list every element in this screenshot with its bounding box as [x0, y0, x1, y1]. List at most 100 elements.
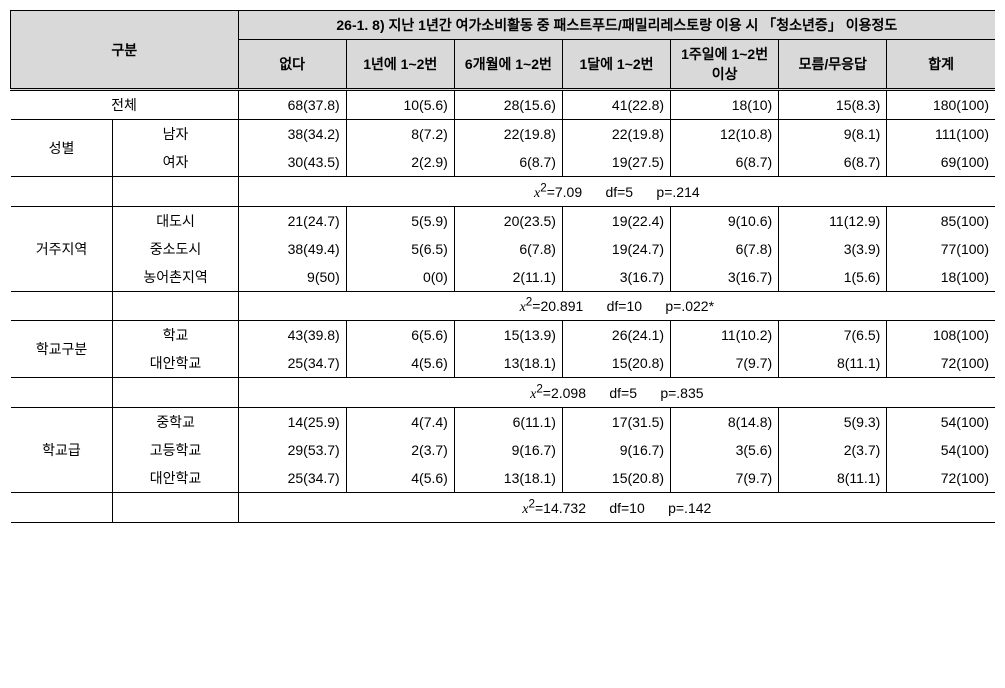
- data-cell: 14(25.9): [238, 407, 346, 436]
- table-row: 거주지역대도시21(24.7)5(5.9)20(23.5)19(22.4)9(1…: [11, 206, 996, 235]
- table-row: 성별남자38(34.2)8(7.2)22(19.8)22(19.8)12(10.…: [11, 120, 996, 149]
- stats-cell: x2=14.732 df=10 p=.142: [238, 492, 995, 522]
- data-cell: 18(100): [887, 263, 995, 292]
- data-cell: 25(34.7): [238, 464, 346, 493]
- group-label: 거주지역: [11, 206, 113, 291]
- data-cell: 21(24.7): [238, 206, 346, 235]
- data-cell: 8(7.2): [346, 120, 454, 149]
- data-cell: 7(9.7): [671, 349, 779, 378]
- col-header: 1년에 1~2번: [346, 40, 454, 90]
- table-body: 전체68(37.8)10(5.6)28(15.6)41(22.8)18(10)1…: [11, 90, 996, 523]
- col-header: 1주일에 1~2번이상: [671, 40, 779, 90]
- data-cell: 38(34.2): [238, 120, 346, 149]
- data-cell: 9(16.7): [562, 436, 670, 464]
- header-gubun: 구분: [11, 11, 239, 90]
- data-cell: 12(10.8): [671, 120, 779, 149]
- stats-empty: [11, 492, 113, 522]
- table-row: 대안학교25(34.7)4(5.6)13(18.1)15(20.8)7(9.7)…: [11, 349, 996, 378]
- data-cell: 38(49.4): [238, 235, 346, 263]
- data-cell: 2(3.7): [779, 436, 887, 464]
- table-row: 학교급중학교14(25.9)4(7.4)6(11.1)17(31.5)8(14.…: [11, 407, 996, 436]
- data-cell: 28(15.6): [454, 90, 562, 120]
- data-cell: 6(7.8): [671, 235, 779, 263]
- data-cell: 0(0): [346, 263, 454, 292]
- data-cell: 13(18.1): [454, 349, 562, 378]
- sub-label: 대도시: [113, 206, 238, 235]
- data-cell: 10(5.6): [346, 90, 454, 120]
- table-row: 대안학교25(34.7)4(5.6)13(18.1)15(20.8)7(9.7)…: [11, 464, 996, 493]
- data-cell: 4(5.6): [346, 464, 454, 493]
- stats-empty: [11, 177, 113, 207]
- sub-label: 중학교: [113, 407, 238, 436]
- data-cell: 41(22.8): [562, 90, 670, 120]
- data-cell: 9(10.6): [671, 206, 779, 235]
- data-cell: 2(3.7): [346, 436, 454, 464]
- data-cell: 108(100): [887, 321, 995, 350]
- stats-empty: [11, 291, 113, 321]
- stats-row: x2=7.09 df=5 p=.214: [11, 177, 996, 207]
- sub-label: 농어촌지역: [113, 263, 238, 292]
- data-cell: 72(100): [887, 349, 995, 378]
- table-header: 구분 26-1. 8) 지난 1년간 여가소비활동 중 패스트푸드/패밀리레스토…: [11, 11, 996, 90]
- header-title: 26-1. 8) 지난 1년간 여가소비활동 중 패스트푸드/패밀리레스토랑 이…: [238, 11, 995, 40]
- data-cell: 77(100): [887, 235, 995, 263]
- group-label: 학교급: [11, 407, 113, 492]
- data-cell: 72(100): [887, 464, 995, 493]
- sub-label: 여자: [113, 148, 238, 177]
- data-cell: 85(100): [887, 206, 995, 235]
- col-header: 모름/무응답: [779, 40, 887, 90]
- group-label: 전체: [11, 90, 239, 120]
- data-cell: 11(10.2): [671, 321, 779, 350]
- stats-empty: [113, 492, 238, 522]
- data-cell: 3(5.6): [671, 436, 779, 464]
- data-cell: 2(2.9): [346, 148, 454, 177]
- data-cell: 6(8.7): [779, 148, 887, 177]
- data-cell: 22(19.8): [454, 120, 562, 149]
- data-cell: 6(8.7): [671, 148, 779, 177]
- data-cell: 15(20.8): [562, 349, 670, 378]
- stats-cell: x2=20.891 df=10 p=.022*: [238, 291, 995, 321]
- group-label: 학교구분: [11, 321, 113, 378]
- data-cell: 3(16.7): [562, 263, 670, 292]
- col-header: 6개월에 1~2번: [454, 40, 562, 90]
- data-cell: 19(27.5): [562, 148, 670, 177]
- data-cell: 7(9.7): [671, 464, 779, 493]
- data-cell: 11(12.9): [779, 206, 887, 235]
- stats-row: x2=14.732 df=10 p=.142: [11, 492, 996, 522]
- data-cell: 6(5.6): [346, 321, 454, 350]
- data-cell: 6(7.8): [454, 235, 562, 263]
- stats-row: x2=2.098 df=5 p=.835: [11, 378, 996, 408]
- col-header: 합계: [887, 40, 995, 90]
- data-cell: 19(22.4): [562, 206, 670, 235]
- data-cell: 5(5.9): [346, 206, 454, 235]
- sub-label: 중소도시: [113, 235, 238, 263]
- table-row: 고등학교29(53.7)2(3.7)9(16.7)9(16.7)3(5.6)2(…: [11, 436, 996, 464]
- data-cell: 68(37.8): [238, 90, 346, 120]
- data-cell: 4(7.4): [346, 407, 454, 436]
- data-cell: 8(11.1): [779, 349, 887, 378]
- data-cell: 4(5.6): [346, 349, 454, 378]
- data-cell: 30(43.5): [238, 148, 346, 177]
- stats-empty: [113, 177, 238, 207]
- data-cell: 180(100): [887, 90, 995, 120]
- col-header: 없다: [238, 40, 346, 90]
- stats-empty: [113, 378, 238, 408]
- data-cell: 17(31.5): [562, 407, 670, 436]
- group-label: 성별: [11, 120, 113, 177]
- data-cell: 8(11.1): [779, 464, 887, 493]
- stats-row: x2=20.891 df=10 p=.022*: [11, 291, 996, 321]
- data-cell: 22(19.8): [562, 120, 670, 149]
- data-cell: 54(100): [887, 407, 995, 436]
- table-row: 학교구분학교43(39.8)6(5.6)15(13.9)26(24.1)11(1…: [11, 321, 996, 350]
- data-cell: 26(24.1): [562, 321, 670, 350]
- sub-label: 대안학교: [113, 464, 238, 493]
- sub-label: 남자: [113, 120, 238, 149]
- statistics-table: 구분 26-1. 8) 지난 1년간 여가소비활동 중 패스트푸드/패밀리레스토…: [10, 10, 995, 523]
- data-cell: 19(24.7): [562, 235, 670, 263]
- data-cell: 6(8.7): [454, 148, 562, 177]
- data-cell: 8(14.8): [671, 407, 779, 436]
- stats-cell: x2=7.09 df=5 p=.214: [238, 177, 995, 207]
- table-row: 중소도시38(49.4)5(6.5)6(7.8)19(24.7)6(7.8)3(…: [11, 235, 996, 263]
- data-cell: 1(5.6): [779, 263, 887, 292]
- data-cell: 15(13.9): [454, 321, 562, 350]
